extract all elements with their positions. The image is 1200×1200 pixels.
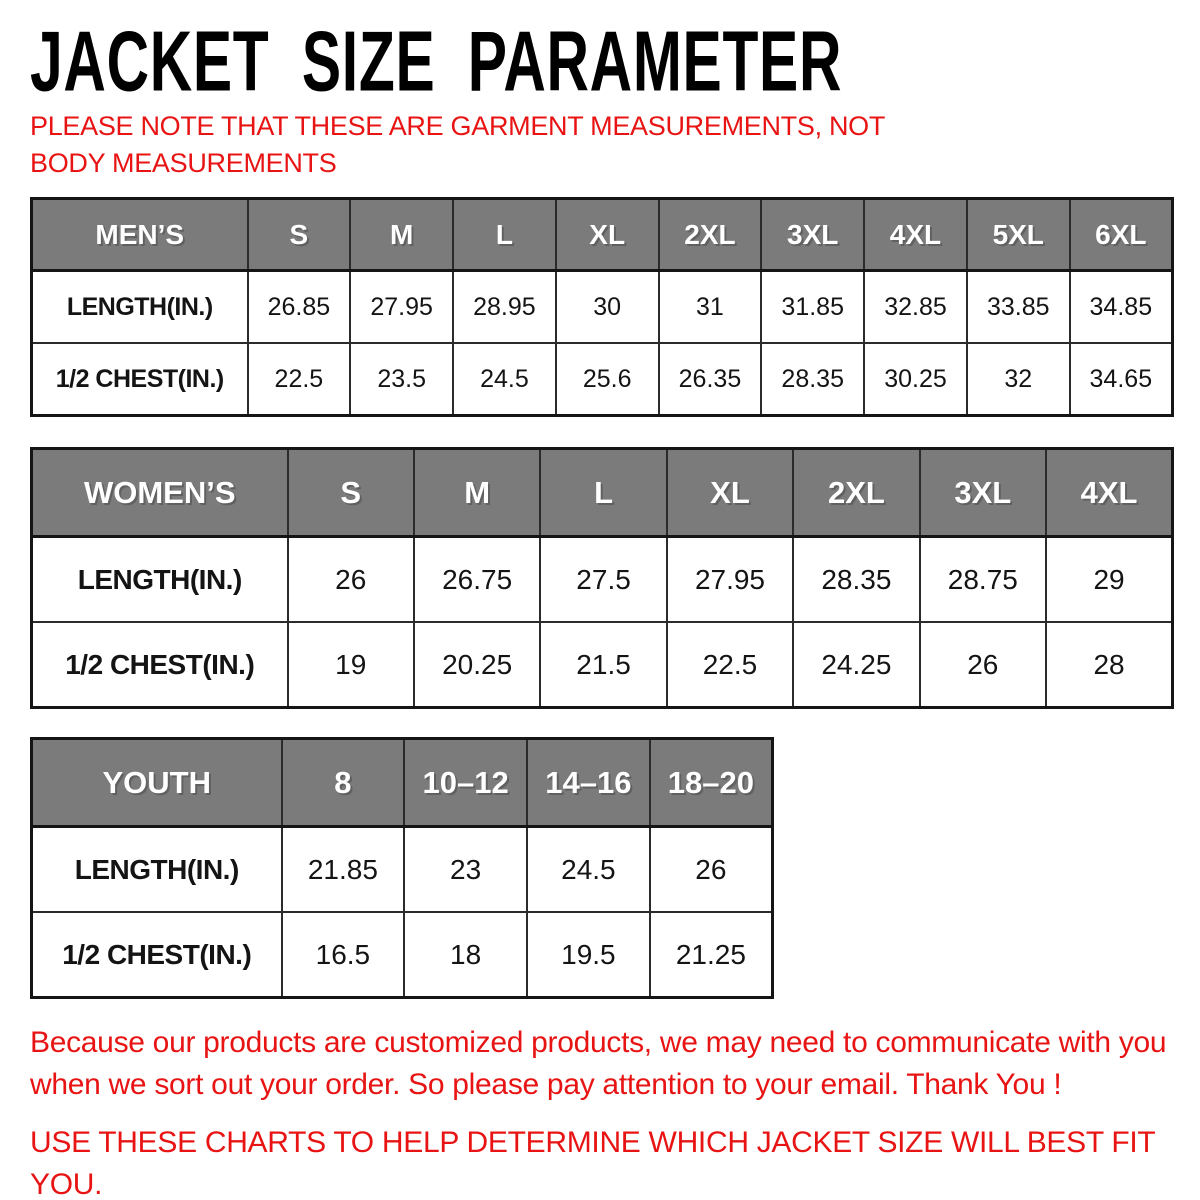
- measurement-value-cell: 22.5: [246, 342, 352, 417]
- measurement-value-cell: 22.5: [665, 621, 795, 709]
- measurement-value-cell: 26: [648, 825, 774, 913]
- measurement-value-cell: 33.85: [965, 269, 1071, 344]
- size-header-cell: 2XL: [657, 197, 763, 272]
- measurement-value-cell: 26.85: [246, 269, 352, 344]
- measurement-value-cell: 34.65: [1068, 342, 1174, 417]
- womens-size-table: WOMEN’S S M L XL 2XL 3XL 4XL LENGTH(IN.) 26 26.75 2…: [30, 447, 1174, 709]
- measurement-value-cell: 21.25: [648, 911, 774, 999]
- measurement-value-cell: 21.5: [539, 621, 668, 709]
- size-header-cell: 6XL: [1068, 197, 1174, 272]
- customization-notice: Because our products are customized prod…: [30, 1026, 1167, 1101]
- measurement-label: 1/2 CHEST(IN.): [30, 342, 249, 417]
- measurement-value-cell: 16.5: [280, 911, 406, 999]
- measurement-value-cell: 27.5: [539, 535, 668, 623]
- measurement-label: 1/2 CHEST(IN.): [30, 911, 283, 999]
- chart-usage-notice: USE THESE CHARTS TO HELP DETERMINE WHICH…: [30, 1126, 1155, 1200]
- size-header-cell: L: [539, 447, 668, 538]
- measurement-value-cell: 28.35: [792, 535, 921, 623]
- size-header-cell: S: [246, 197, 352, 272]
- measurement-value-cell: 30.25: [863, 342, 968, 417]
- size-header-row: YOUTH 8 10–12 14–16 18–20: [30, 737, 774, 828]
- table-group-label: WOMEN’S: [30, 447, 289, 538]
- size-header-cell: XL: [665, 447, 795, 538]
- measurement-value-cell: 32: [965, 342, 1071, 417]
- measurement-value-cell: 31.85: [760, 269, 866, 344]
- measurement-value-cell: 28.35: [760, 342, 866, 417]
- size-header-cell: 3XL: [918, 447, 1048, 538]
- size-header-cell: L: [452, 197, 557, 272]
- measurement-value-cell: 23: [403, 825, 528, 913]
- measurement-value-cell: 19: [286, 621, 415, 709]
- measurement-value-cell: 28: [1045, 621, 1174, 709]
- size-header-cell: M: [349, 197, 455, 272]
- size-header-cell: 4XL: [863, 197, 968, 272]
- measurement-label: LENGTH(IN.): [30, 825, 283, 913]
- measurement-value-cell: 23.5: [349, 342, 455, 417]
- youth-size-table: YOUTH 8 10–12 14–16 18–20 LENGTH(IN.) 21.85 23 2…: [30, 737, 774, 999]
- measurement-value-cell: 25.6: [554, 342, 660, 417]
- measurement-label: LENGTH(IN.): [30, 269, 249, 344]
- measurement-row: 1/2 CHEST(IN.) 19 20.25 21.5 22.5 24.25 26 28: [30, 621, 1174, 709]
- measurement-label: LENGTH(IN.): [30, 535, 289, 623]
- page-title: JACKET SIZE PARAMETER: [30, 12, 843, 109]
- measurement-value-cell: 27.95: [349, 269, 455, 344]
- size-header-cell: 3XL: [760, 197, 866, 272]
- mens-size-table: MEN’S S M L XL 2XL 3XL 4XL 5XL 6XL LENGTH(IN.) 26.8…: [30, 197, 1174, 417]
- measurement-value-cell: 26: [286, 535, 415, 623]
- measurement-value-cell: 21.85: [280, 825, 406, 913]
- size-header-cell: 4XL: [1045, 447, 1174, 538]
- measurement-value-cell: 26.35: [657, 342, 763, 417]
- measurement-value-cell: 34.85: [1068, 269, 1174, 344]
- measurement-row: 1/2 CHEST(IN.) 16.5 18 19.5 21.25: [30, 911, 774, 999]
- measurement-value-cell: 19.5: [526, 911, 651, 999]
- size-header-cell: 18–20: [648, 737, 774, 828]
- measurement-value-cell: 24.25: [792, 621, 921, 709]
- measurement-row: LENGTH(IN.) 26 26.75 27.5 27.95 28.35 28.75 29: [30, 535, 1174, 623]
- measurement-value-cell: 24.5: [526, 825, 651, 913]
- table-group-label: YOUTH: [30, 737, 283, 828]
- measurement-value-cell: 26.75: [412, 535, 542, 623]
- measurement-value-cell: 28.95: [452, 269, 557, 344]
- size-header-row: MEN’S S M L XL 2XL 3XL 4XL 5XL 6XL: [30, 197, 1174, 272]
- size-header-cell: 14–16: [526, 737, 651, 828]
- measurement-value-cell: 26: [918, 621, 1048, 709]
- size-header-cell: 2XL: [792, 447, 921, 538]
- size-header-cell: XL: [554, 197, 660, 272]
- table-group-label: MEN’S: [30, 197, 249, 272]
- measurement-value-cell: 30: [554, 269, 660, 344]
- measurement-row: 1/2 CHEST(IN.) 22.5 23.5 24.5 25.6 26.35 28.35…: [30, 342, 1174, 417]
- measurement-value-cell: 27.95: [665, 535, 795, 623]
- size-header-cell: 8: [280, 737, 406, 828]
- size-header-cell: M: [412, 447, 542, 538]
- measurement-label: 1/2 CHEST(IN.): [30, 621, 289, 709]
- measurement-value-cell: 31: [657, 269, 763, 344]
- size-header-cell: 10–12: [403, 737, 528, 828]
- measurement-value-cell: 28.75: [918, 535, 1048, 623]
- measurement-row: LENGTH(IN.) 21.85 23 24.5 26: [30, 825, 774, 913]
- size-header-cell: S: [286, 447, 415, 538]
- measurement-value-cell: 24.5: [452, 342, 557, 417]
- garment-measurement-note: PLEASE NOTE THAT THESE ARE GARMENT MEASU…: [30, 111, 885, 178]
- size-header-cell: 5XL: [965, 197, 1071, 272]
- measurement-row: LENGTH(IN.) 26.85 27.95 28.95 30 31 31.85 32.85…: [30, 269, 1174, 344]
- measurement-value-cell: 29: [1045, 535, 1174, 623]
- size-header-row: WOMEN’S S M L XL 2XL 3XL 4XL: [30, 447, 1174, 538]
- measurement-value-cell: 32.85: [863, 269, 968, 344]
- measurement-value-cell: 20.25: [412, 621, 542, 709]
- measurement-value-cell: 18: [403, 911, 528, 999]
